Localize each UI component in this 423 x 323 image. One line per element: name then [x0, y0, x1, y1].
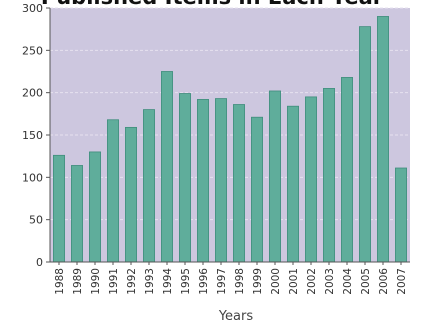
x-tick-label-2004: 2004 [342, 268, 354, 295]
bar-1992 [125, 126, 137, 263]
x-tick-label-1999: 1999 [252, 268, 264, 295]
y-tick-label-50: 50 [29, 214, 43, 227]
bar-2006 [377, 16, 389, 263]
x-tick-label-2001: 2001 [288, 268, 300, 295]
bar-1991 [107, 119, 119, 263]
y-tick-label-100: 100 [22, 171, 43, 184]
x-axis-title: Years [218, 309, 254, 323]
x-tick-label-1990: 1990 [90, 268, 102, 295]
x-tick-label-1994: 1994 [162, 268, 174, 295]
x-tick-label-2002: 2002 [306, 268, 318, 295]
y-tick-label-200: 200 [22, 87, 43, 100]
bar-1995 [179, 93, 191, 263]
bar-2000 [269, 90, 281, 263]
x-tick-label-1996: 1996 [198, 268, 210, 295]
bar-2004 [341, 77, 353, 263]
x-tick-label-1992: 1992 [126, 268, 138, 295]
bar-1999 [251, 116, 263, 263]
x-tick-label-1993: 1993 [144, 268, 156, 295]
x-tick-label-2005: 2005 [360, 268, 372, 295]
x-tick-label-2006: 2006 [378, 268, 390, 295]
bar-1996 [197, 99, 209, 263]
x-tick-label-2003: 2003 [324, 268, 336, 295]
x-tick-label-1988: 1988 [54, 268, 66, 295]
x-tick-label-2000: 2000 [270, 268, 282, 295]
bar-2001 [287, 105, 299, 263]
bar-2005 [359, 26, 371, 263]
x-tick-label-1991: 1991 [108, 268, 120, 295]
x-tick-label-2007: 2007 [396, 268, 408, 295]
x-tick-labels: 1988 1989 1990 1991 1992 1993 1994 1995 1996 1997… [54, 262, 408, 295]
chart-title: Published Items in Each Year [41, 0, 384, 9]
bar-1997 [215, 98, 227, 263]
bar-1989 [71, 165, 83, 263]
x-tick-label-1989: 1989 [72, 268, 84, 295]
y-tick-label-0: 0 [36, 256, 43, 269]
bar-1988 [53, 154, 65, 263]
bar-1993 [143, 109, 155, 263]
bar-2007 [395, 167, 407, 263]
bar-1994 [161, 71, 173, 263]
x-tick-label-1998: 1998 [234, 268, 246, 295]
bar-1990 [89, 151, 101, 263]
y-tick-labels: 0 50 100 150 200 250 300 [22, 2, 50, 269]
bar-1998 [233, 104, 245, 263]
bar-2002 [305, 96, 317, 263]
x-tick-label-1995: 1995 [180, 268, 192, 295]
y-tick-label-300: 300 [22, 2, 43, 15]
y-tick-label-150: 150 [22, 129, 43, 142]
x-tick-label-1997: 1997 [216, 268, 228, 295]
y-tick-label-250: 250 [22, 44, 43, 57]
bar-2003 [323, 88, 335, 263]
